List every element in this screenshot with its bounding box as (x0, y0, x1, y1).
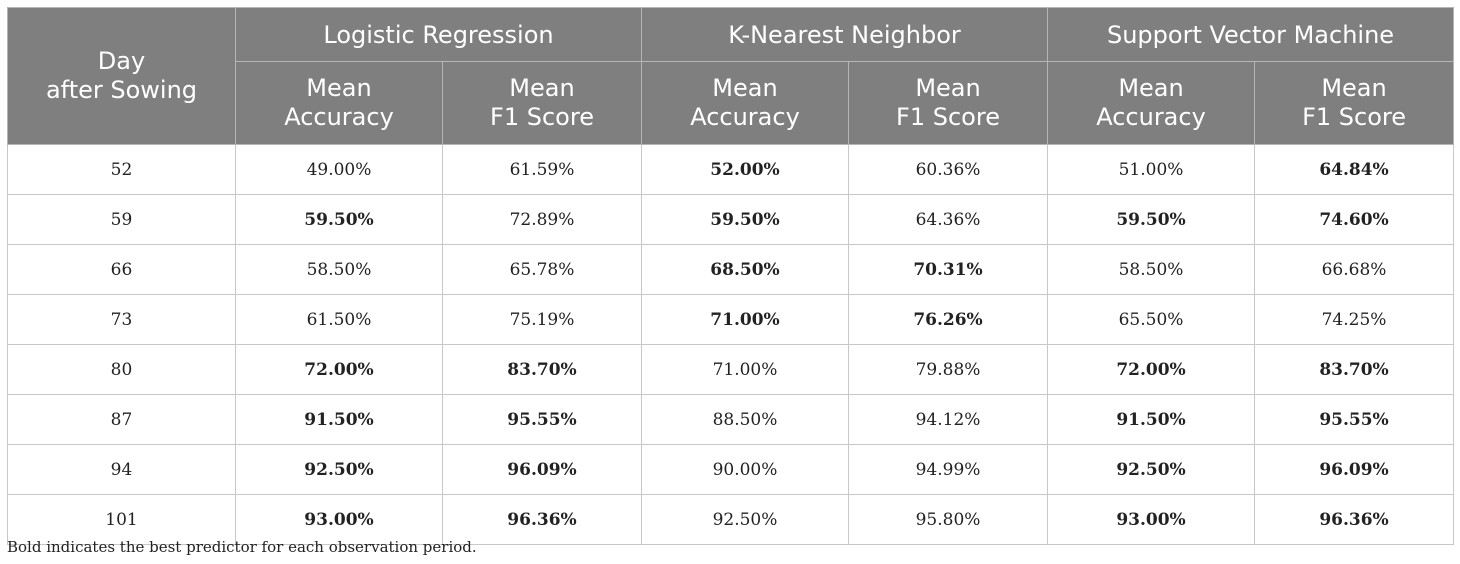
value-cell: 95.55% (1254, 394, 1455, 445)
table-header: Day after Sowing Logistic Regression K-N… (7, 7, 1455, 145)
table-row: 73 61.50% 75.19% 71.00% 76.26% 65.50% 74.25% (7, 294, 1455, 345)
table-row: 59 59.50% 72.89% 59.50% 64.36% 59.50% 74.60% (7, 194, 1455, 245)
day-cell: 87 (7, 394, 236, 445)
results-table: Day after Sowing Logistic Regression K-N… (7, 7, 1455, 545)
knn-mean-f1-header: Mean F1 Score (847, 61, 1049, 145)
knn-mean-accuracy-header: Mean Accuracy (641, 61, 849, 145)
lr-mean-accuracy-header: Mean Accuracy (235, 61, 443, 145)
value-cell: 92.50% (641, 494, 849, 545)
value-cell: 65.50% (1047, 294, 1256, 345)
svm-mean-f1-header: Mean F1 Score (1254, 61, 1455, 145)
day-cell: 94 (7, 444, 236, 495)
value-cell: 91.50% (235, 394, 443, 445)
value-cell: 93.00% (1047, 494, 1256, 545)
value-cell: 51.00% (1047, 144, 1256, 195)
header-group-row: Day after Sowing Logistic Regression K-N… (7, 7, 1455, 145)
value-cell: 60.36% (847, 144, 1049, 195)
logistic-regression-header: Logistic Regression (235, 7, 642, 62)
value-cell: 68.50% (641, 244, 849, 295)
table-row: 94 92.50% 96.09% 90.00% 94.99% 92.50% 96.09% (7, 444, 1455, 495)
value-cell: 96.36% (1254, 494, 1455, 545)
table-row: 66 58.50% 65.78% 68.50% 70.31% 58.50% 66.68% (7, 244, 1455, 295)
value-cell: 96.36% (442, 494, 642, 545)
table-body: 52 49.00% 61.59% 52.00% 60.36% 51.00% 64.84% 59… (7, 144, 1455, 545)
value-cell: 71.00% (641, 294, 849, 345)
day-cell: 101 (7, 494, 236, 545)
table-row: 80 72.00% 83.70% 71.00% 79.88% 72.00% 83.70% (7, 344, 1455, 395)
value-cell: 49.00% (235, 144, 443, 195)
results-table-container: Day after Sowing Logistic Regression K-N… (7, 7, 1455, 545)
value-cell: 59.50% (1047, 194, 1256, 245)
value-cell: 96.09% (1254, 444, 1455, 495)
value-cell: 52.00% (641, 144, 849, 195)
value-cell: 94.99% (847, 444, 1049, 495)
day-cell: 73 (7, 294, 236, 345)
value-cell: 72.00% (235, 344, 443, 395)
value-cell: 96.09% (442, 444, 642, 495)
value-cell: 93.00% (235, 494, 443, 545)
value-cell: 88.50% (641, 394, 849, 445)
day-after-sowing-header: Day after Sowing (7, 7, 236, 145)
table-row: 101 93.00% 96.36% 92.50% 95.80% 93.00% 96.36% (7, 494, 1455, 545)
value-cell: 92.50% (235, 444, 443, 495)
value-cell: 61.50% (235, 294, 443, 345)
value-cell: 72.89% (442, 194, 642, 245)
value-cell: 75.19% (442, 294, 642, 345)
value-cell: 76.26% (847, 294, 1049, 345)
footnote: Bold indicates the best predictor for ea… (7, 538, 477, 556)
value-cell: 64.84% (1254, 144, 1455, 195)
day-cell: 59 (7, 194, 236, 245)
value-cell: 95.55% (442, 394, 642, 445)
table-row: 52 49.00% 61.59% 52.00% 60.36% 51.00% 64.84% (7, 144, 1455, 195)
value-cell: 83.70% (1254, 344, 1455, 395)
support-vector-machine-header: Support Vector Machine (1047, 7, 1455, 62)
day-cell: 52 (7, 144, 236, 195)
value-cell: 92.50% (1047, 444, 1256, 495)
value-cell: 59.50% (235, 194, 443, 245)
value-cell: 70.31% (847, 244, 1049, 295)
value-cell: 74.60% (1254, 194, 1455, 245)
day-cell: 80 (7, 344, 236, 395)
lr-mean-f1-header: Mean F1 Score (442, 61, 642, 145)
value-cell: 61.59% (442, 144, 642, 195)
value-cell: 91.50% (1047, 394, 1256, 445)
day-cell: 66 (7, 244, 236, 295)
table-row: 87 91.50% 95.55% 88.50% 94.12% 91.50% 95.55% (7, 394, 1455, 445)
value-cell: 65.78% (442, 244, 642, 295)
value-cell: 58.50% (235, 244, 443, 295)
svm-mean-accuracy-header: Mean Accuracy (1047, 61, 1256, 145)
value-cell: 79.88% (847, 344, 1049, 395)
k-nearest-neighbor-header: K-Nearest Neighbor (640, 7, 1049, 62)
value-cell: 66.68% (1254, 244, 1455, 295)
value-cell: 74.25% (1254, 294, 1455, 345)
value-cell: 94.12% (847, 394, 1049, 445)
value-cell: 58.50% (1047, 244, 1256, 295)
header-sub-row: Mean Accuracy Mean F1 Score Mean Accurac… (8, 61, 1455, 145)
value-cell: 95.80% (847, 494, 1049, 545)
value-cell: 59.50% (641, 194, 849, 245)
value-cell: 90.00% (641, 444, 849, 495)
value-cell: 71.00% (641, 344, 849, 395)
value-cell: 64.36% (847, 194, 1049, 245)
value-cell: 83.70% (442, 344, 642, 395)
value-cell: 72.00% (1047, 344, 1256, 395)
